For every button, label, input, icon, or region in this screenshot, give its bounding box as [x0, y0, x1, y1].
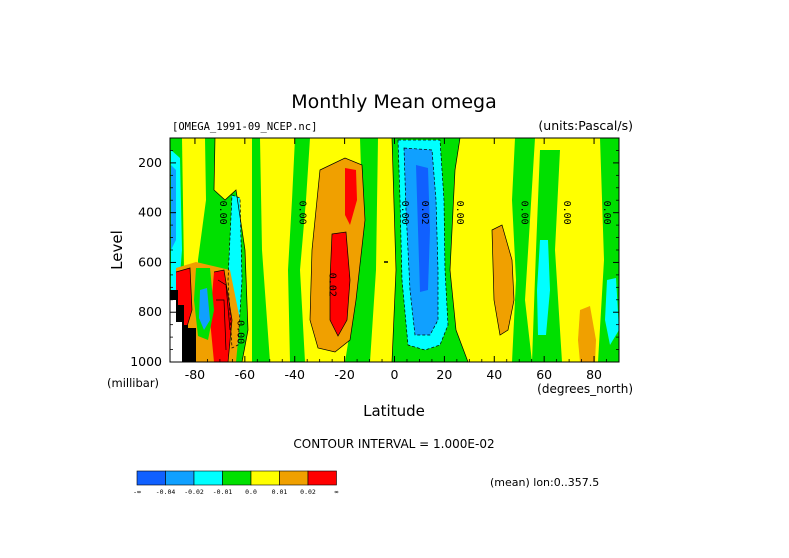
region-green: [288, 138, 310, 362]
chart-title: Monthly Mean omega: [291, 91, 496, 113]
region-green: [252, 138, 270, 362]
colorbar-swatch: [136, 470, 166, 486]
mean-label: (mean) lon:0..357.5: [490, 476, 599, 489]
contour-lines: [175, 138, 515, 362]
units-label: (units:Pascal/s): [538, 118, 633, 133]
y-unit-label: (millibar): [107, 376, 159, 390]
y-axis-title: Level: [108, 230, 126, 270]
region-cyan: [537, 240, 550, 335]
y-tick-label: 800: [138, 304, 162, 319]
region-orange: [492, 225, 514, 335]
contour-label: 0.02: [327, 273, 338, 297]
colorbar-label: 0.0: [245, 488, 257, 496]
region-missing: [186, 328, 196, 362]
x-tick-label: 20: [436, 367, 452, 382]
contour-label: 0.00: [561, 201, 572, 225]
colorbar-swatch: [193, 470, 223, 486]
region-green: [512, 138, 535, 362]
region-red: [345, 168, 357, 225]
y-tick-label: 600: [138, 254, 162, 269]
colorbar-label: 0.02: [300, 488, 316, 496]
contour-label: 0.00: [454, 201, 465, 225]
contour-label: 0.00: [601, 201, 612, 225]
plot-area: [170, 138, 619, 362]
colorbar: -∞ -0.04 -0.02 -0.01 0.0 0.01 0.02 ∞: [133, 470, 339, 496]
y-axis-ticks: 200 400 600 800 1000: [130, 150, 619, 369]
source-label: [OMEGA_1991-09_NCEP.nc]: [172, 121, 317, 133]
x-tick-label: 80: [586, 367, 602, 382]
colorbar-swatch: [222, 470, 252, 486]
region-red: [330, 232, 350, 336]
region-orange: [578, 306, 596, 362]
contour-label: 0.00: [297, 201, 308, 225]
colorbar-swatch: [165, 470, 195, 486]
y-tick-label: 1000: [130, 354, 162, 369]
x-axis-ticks: -80 -60 -40 -20 0 20 40 60 80: [169, 138, 620, 382]
colorbar-label: -0.01: [213, 488, 233, 496]
colorbar-label: -0.04: [156, 488, 176, 496]
x-tick-label: -80: [185, 367, 205, 382]
x-tick-label: -40: [285, 367, 305, 382]
region-cyan: [605, 278, 619, 345]
colorbar-label: ∞: [335, 488, 339, 496]
contour-label: 0.00: [399, 201, 410, 225]
contour-labels: 0.00 0.00 0.00 0.02 0.02 0.00 0.00 0.00 0.00 0.00: [217, 201, 612, 345]
contour-label: 0.00: [217, 201, 228, 225]
x-tick-label: -20: [334, 367, 354, 382]
contour-label: 0.00: [519, 201, 530, 225]
region-missing: [170, 300, 182, 362]
contour-interval-label: CONTOUR INTERVAL = 1.000E-02: [293, 437, 494, 451]
colorbar-label: -∞: [133, 488, 141, 496]
contour-label: 0.00: [234, 320, 245, 344]
x-tick-label: 40: [486, 367, 502, 382]
x-axis-title: Latitude: [363, 402, 425, 420]
x-tick-label: 0: [391, 367, 399, 382]
colorbar-swatch: [279, 470, 309, 486]
region-blue: [416, 165, 430, 292]
region-blue: [199, 288, 210, 330]
x-tick-label: -60: [235, 367, 255, 382]
colorbar-label: 0.01: [272, 488, 288, 496]
colorbar-swatch: [250, 470, 280, 486]
region-blue: [171, 165, 176, 250]
y-tick-label: 200: [138, 155, 162, 170]
y-tick-label: 400: [138, 205, 162, 220]
colorbar-label: -0.02: [184, 488, 204, 496]
x-unit-label: (degrees_north): [537, 382, 633, 396]
contour-label: 0.02: [419, 201, 430, 225]
x-tick-label: 60: [536, 367, 552, 382]
colorbar-swatch: [307, 470, 337, 486]
